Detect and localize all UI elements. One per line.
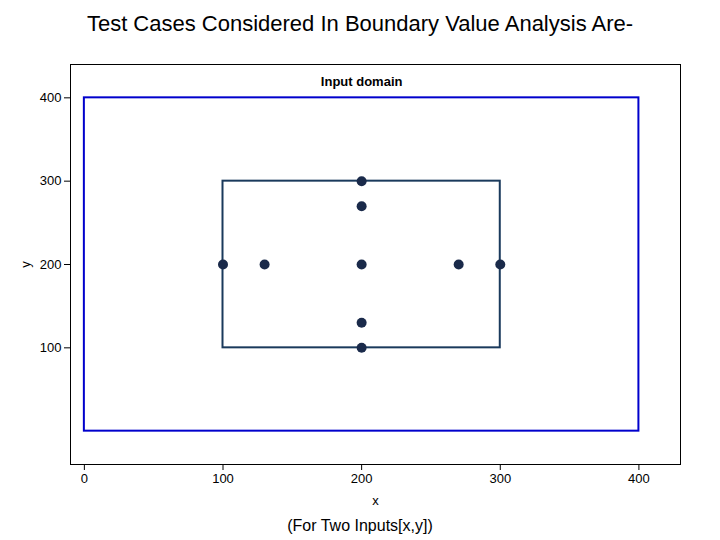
svg-text:0: 0 bbox=[81, 471, 88, 486]
svg-text:100: 100 bbox=[40, 340, 62, 355]
svg-text:x: x bbox=[372, 493, 379, 508]
svg-text:200: 200 bbox=[40, 257, 62, 272]
svg-text:200: 200 bbox=[351, 471, 373, 486]
svg-text:y: y bbox=[18, 261, 33, 268]
svg-text:Input domain: Input domain bbox=[321, 74, 403, 89]
svg-text:400: 400 bbox=[628, 471, 650, 486]
html-text:(For Two Inputs[x,y]): (For Two Inputs[x,y]) bbox=[287, 517, 433, 534]
html-text:Test Cases Considered In Bound: Test Cases Considered In Boundary Value … bbox=[86, 11, 634, 36]
svg-text:300: 300 bbox=[489, 471, 511, 486]
svg-text:100: 100 bbox=[212, 471, 234, 486]
svg-text:400: 400 bbox=[40, 90, 62, 105]
svg-text:300: 300 bbox=[40, 173, 62, 188]
